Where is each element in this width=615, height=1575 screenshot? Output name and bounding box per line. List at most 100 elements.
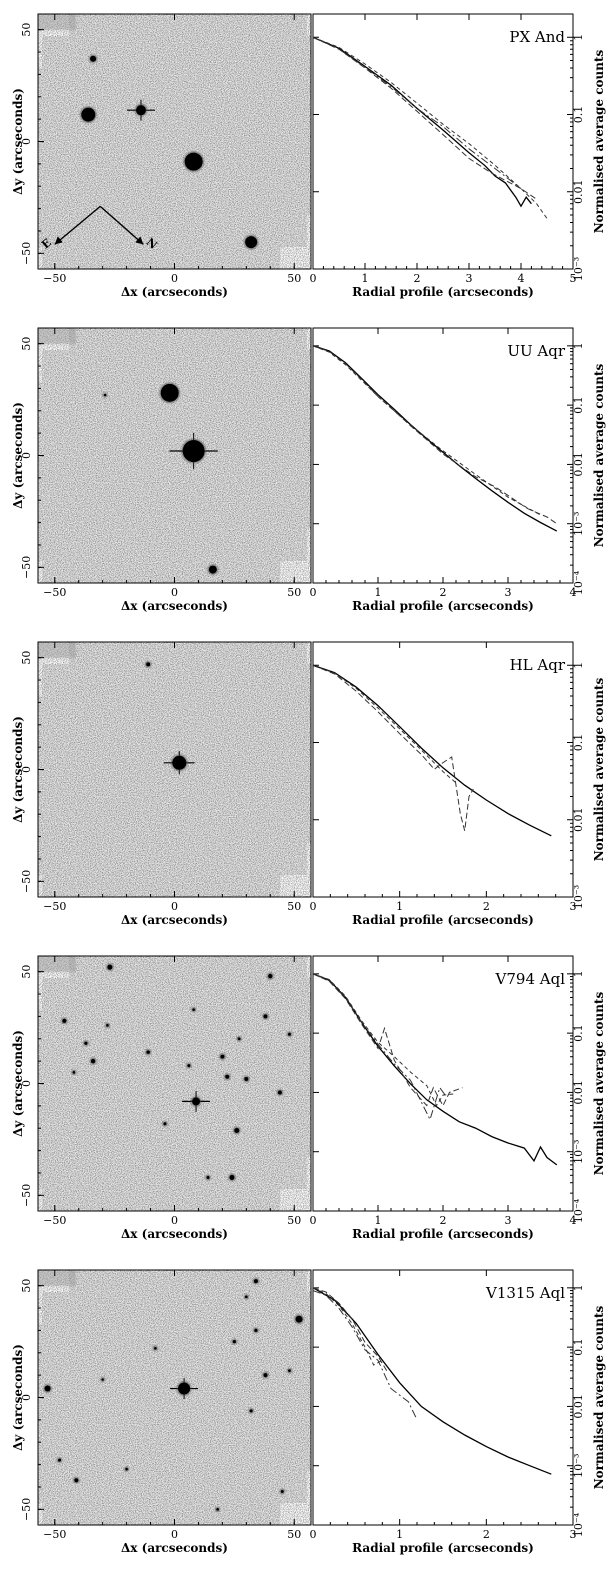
star-name: V794 Aql bbox=[495, 970, 566, 988]
image-ytick-label: 0 bbox=[20, 1080, 33, 1087]
field-star-core bbox=[245, 236, 258, 249]
profile-xtick-label: 4 bbox=[570, 1214, 577, 1227]
field-star-core bbox=[107, 964, 113, 970]
profile-ytick-label: 10⁻³ bbox=[572, 1140, 585, 1164]
panel-4: −50 0 50 50 0 −50 Δx (arcseconds) Δy (arcsecond… bbox=[11, 955, 606, 1241]
field-star-core bbox=[90, 1058, 96, 1064]
field-star-core bbox=[245, 1295, 248, 1299]
profile-target-line bbox=[313, 664, 552, 837]
star-name: HL Aqr bbox=[510, 656, 566, 674]
field-star-core bbox=[287, 1032, 291, 1036]
field-star-core bbox=[62, 1018, 67, 1023]
image-ytick-label: −50 bbox=[20, 1498, 33, 1521]
field-star-core bbox=[254, 1328, 258, 1332]
image-x-axis-label: Δx (arcseconds) bbox=[121, 913, 228, 927]
image-ytick-label: 0 bbox=[20, 138, 33, 145]
image-xtick-label: 50 bbox=[287, 1528, 301, 1541]
field-star-core bbox=[146, 1050, 150, 1054]
field-star-core bbox=[206, 1175, 210, 1179]
profile-ytick-label: 0.1 bbox=[572, 396, 585, 414]
image-xtick-label: 0 bbox=[171, 586, 178, 599]
profile-comparison-line bbox=[313, 973, 463, 1107]
field-star-core bbox=[163, 1122, 167, 1126]
profile-ytick-label: 0.1 bbox=[572, 106, 585, 124]
field-star-core bbox=[295, 1315, 303, 1323]
profile-comparison-line bbox=[313, 973, 447, 1121]
profile-x-axis-label: Radial profile (arcseconds) bbox=[352, 599, 534, 613]
compass-north-arrow bbox=[99, 205, 144, 245]
field-star-core bbox=[103, 393, 107, 397]
profile-xtick-label: 1 bbox=[396, 1528, 403, 1541]
field-star-core bbox=[125, 1467, 128, 1471]
profile-curves bbox=[313, 36, 548, 219]
profile-x-axis-label: Radial profile (arcseconds) bbox=[352, 1227, 534, 1241]
field-star-core bbox=[277, 1090, 282, 1095]
profile-comparison-line bbox=[313, 345, 541, 516]
field-star-core bbox=[237, 1037, 241, 1041]
field-star-core bbox=[72, 1071, 76, 1074]
corner-shadow bbox=[38, 642, 76, 658]
sky-noise bbox=[38, 328, 311, 583]
sky-image bbox=[38, 1270, 311, 1525]
profile-comparison-line bbox=[313, 1287, 383, 1366]
image-ytick-label: 0 bbox=[20, 452, 33, 459]
profile-xtick-label: 2 bbox=[440, 586, 447, 599]
sky-image bbox=[38, 328, 311, 583]
profile-frame bbox=[312, 955, 574, 1212]
profile-frame bbox=[312, 327, 574, 584]
arrowhead-east bbox=[54, 236, 63, 245]
profile-ytick-label: 0.01 bbox=[572, 808, 585, 833]
field-star-core bbox=[90, 55, 97, 62]
image-ytick-label: 0 bbox=[20, 1394, 33, 1401]
field-star-core bbox=[229, 1174, 235, 1180]
image-xtick-label: 0 bbox=[171, 272, 178, 285]
profile-ytick-label: 1 bbox=[572, 662, 585, 669]
field-star-core bbox=[220, 1054, 225, 1059]
profile-frame bbox=[312, 1269, 574, 1526]
image-ytick-label: 50 bbox=[20, 23, 33, 37]
target-star-core bbox=[192, 1097, 201, 1106]
field-star-core bbox=[234, 1127, 240, 1133]
profile-curves bbox=[313, 664, 552, 837]
profile-comparison-line bbox=[313, 1287, 388, 1371]
image-ytick-label: 50 bbox=[20, 337, 33, 351]
field-star-core bbox=[44, 1385, 51, 1392]
field-star-core bbox=[187, 1064, 191, 1068]
corner-shadow bbox=[38, 14, 76, 30]
image-ytick-label: −50 bbox=[20, 242, 33, 265]
sky-image bbox=[38, 642, 311, 897]
compass-east-arrow bbox=[54, 205, 101, 245]
panel-3: −50 0 50 50 0 −50 Δx (arcseconds) Δy (arcsecond… bbox=[11, 641, 606, 927]
profile-comparison-line bbox=[313, 36, 548, 219]
profile-frame bbox=[312, 641, 574, 898]
image-xtick-label: 50 bbox=[287, 900, 301, 913]
profile-xtick-label: 2 bbox=[414, 272, 421, 285]
field-star-core bbox=[146, 662, 151, 667]
field-star-core bbox=[280, 1489, 284, 1493]
image-xtick-label: −50 bbox=[43, 586, 66, 599]
profile-curves bbox=[313, 345, 558, 532]
profile-xtick-label: 4 bbox=[570, 586, 577, 599]
profile-xtick-label: 3 bbox=[505, 586, 512, 599]
profile-ytick-label: 0.1 bbox=[572, 1024, 585, 1042]
target-star-core bbox=[172, 755, 187, 770]
field-star-core bbox=[101, 1378, 104, 1381]
profile-ytick-label: 0.1 bbox=[572, 1338, 585, 1356]
image-ytick-label: −50 bbox=[20, 1184, 33, 1207]
profile-curves bbox=[313, 1287, 552, 1475]
field-star-core bbox=[192, 1008, 195, 1011]
image-x-axis-label: Δx (arcseconds) bbox=[121, 599, 228, 613]
profile-x-axis-label: Radial profile (arcseconds) bbox=[352, 913, 534, 927]
sky-image bbox=[38, 14, 311, 269]
panel-5: −50 0 50 50 0 −50 Δx (arcseconds) Δy (arcsecond… bbox=[11, 1269, 606, 1555]
star-name: PX And bbox=[509, 28, 565, 46]
image-y-axis-label: Δy (arcseconds) bbox=[11, 1344, 25, 1451]
profile-ytick-label: 10⁻³ bbox=[572, 885, 585, 909]
profile-x-axis-label: Radial profile (arcseconds) bbox=[352, 1541, 534, 1555]
profile-curves bbox=[313, 973, 558, 1166]
image-xtick-label: −50 bbox=[43, 900, 66, 913]
profile-y-axis-label: Normalised average counts bbox=[592, 1305, 606, 1489]
profile-ytick-label: 1 bbox=[572, 34, 585, 41]
profile-ytick-label: 0.1 bbox=[572, 734, 585, 752]
